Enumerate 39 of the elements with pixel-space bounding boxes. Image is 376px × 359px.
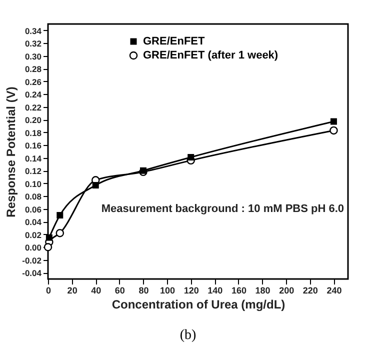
x-tick-label: 220 bbox=[302, 286, 318, 296]
y-tick-label: 0.26 bbox=[24, 76, 42, 87]
y-tick-label: 0.28 bbox=[24, 64, 42, 74]
y-tick-label: 0.12 bbox=[24, 166, 42, 176]
y-tick-label: 0.02 bbox=[24, 230, 42, 240]
y-tick-label: 0.16 bbox=[24, 140, 42, 151]
y-tick-label: 0.20 bbox=[24, 115, 42, 126]
y-axis-title: Response Potential (V) bbox=[4, 86, 18, 218]
x-tick-label: 80 bbox=[138, 286, 149, 296]
x-tick-label: 140 bbox=[208, 286, 223, 296]
legend-label: GRE/EnFET bbox=[143, 36, 206, 48]
x-tick-label: 40 bbox=[91, 286, 102, 296]
x-tick-label: 120 bbox=[184, 286, 199, 296]
x-tick-label: 100 bbox=[160, 286, 176, 296]
x-tick-label: 200 bbox=[279, 286, 294, 296]
x-tick-label: 20 bbox=[67, 286, 78, 296]
y-tick-label: 0.06 bbox=[24, 204, 42, 214]
y-tick-label: 0.24 bbox=[24, 90, 42, 100]
annotation: Measurement background : 10 mM PBS pH 6.0 bbox=[101, 203, 344, 215]
x-tick-label: 0 bbox=[46, 286, 52, 296]
y-tick-label: 0.18 bbox=[24, 128, 42, 138]
x-axis-title: Concentration of Urea (mg/dL) bbox=[112, 298, 286, 312]
legend-label: GRE/EnFET (after 1 week) bbox=[143, 50, 278, 62]
y-tick-label: 0.22 bbox=[24, 102, 42, 112]
y-tick-label: 0.10 bbox=[24, 178, 42, 189]
y-tick-label: 0.30 bbox=[24, 51, 42, 62]
y-tick-label: 0.34 bbox=[24, 26, 42, 36]
y-tick-label: 0.14 bbox=[24, 153, 42, 164]
x-tick-label: 60 bbox=[114, 286, 125, 296]
y-tick-label: -0.02 bbox=[22, 255, 42, 266]
y-tick-label: 0.08 bbox=[24, 192, 42, 202]
text: (b) bbox=[178, 328, 198, 344]
x-tick-label: 180 bbox=[255, 286, 270, 296]
x-tick-label: 240 bbox=[326, 286, 342, 296]
y-tick-label: 0.00 bbox=[24, 242, 42, 253]
y-tick-label: -0.04 bbox=[22, 268, 42, 278]
x-tick-label: 160 bbox=[231, 286, 246, 296]
y-tick-label: 0.04 bbox=[24, 217, 42, 228]
y-tick-label: 0.32 bbox=[24, 38, 42, 49]
